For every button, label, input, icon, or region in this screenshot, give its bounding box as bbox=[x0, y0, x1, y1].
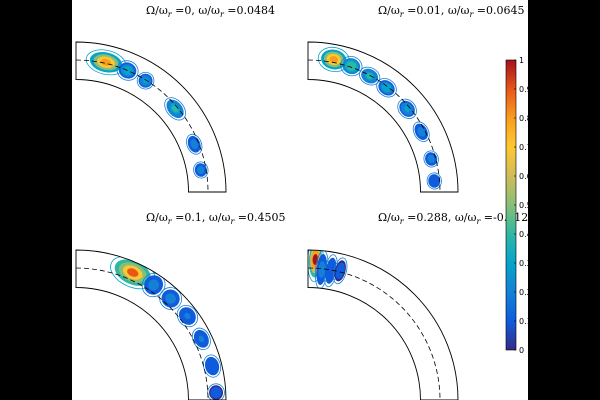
heat-patch bbox=[127, 268, 139, 277]
domain-outline bbox=[75, 41, 227, 193]
heat-patches bbox=[85, 49, 209, 179]
colorbar-tick-label: 0.1 bbox=[519, 317, 528, 326]
heat-patch bbox=[150, 281, 158, 289]
panel-title: Ω/ωr =0.01, ω/ωr =0.0645 bbox=[378, 4, 525, 19]
colorbar-tick-label: 0.4 bbox=[519, 230, 528, 239]
panel-title: Ω/ωr =0.288, ω/ωr =-0.0125 bbox=[378, 211, 528, 226]
figure-canvas: Ω/ωr =0, ω/ωr =0.0484 Ω/ωr =0.01, ω/ωr =0… bbox=[72, 0, 528, 400]
heat-patch bbox=[142, 77, 149, 84]
colorbar-tick-label: 0.6 bbox=[519, 172, 528, 181]
dashed-radius bbox=[75, 267, 209, 400]
panel-4: Ω/ωr =0.288, ω/ωr =-0.0125 bbox=[307, 211, 528, 400]
heat-patch bbox=[186, 133, 203, 155]
dashed-radius bbox=[75, 59, 209, 193]
heat-patch bbox=[184, 312, 191, 320]
colorbar-tick-label: 0.8 bbox=[519, 114, 528, 123]
heat-patch bbox=[404, 105, 411, 112]
heat-patch bbox=[319, 264, 325, 275]
heat-patch bbox=[213, 389, 219, 396]
heat-patch bbox=[136, 71, 155, 90]
heat-patch bbox=[209, 362, 215, 370]
panel-title: Ω/ωr =0.1, ω/ωr =0.4505 bbox=[146, 211, 286, 226]
heat-patch bbox=[423, 150, 439, 168]
heat-patch bbox=[333, 257, 348, 285]
heat-patch bbox=[397, 98, 417, 119]
colorbar: 0 0.1 0.2 0.3 0.4 0.5 0.6 0.7 0.8 0.9 1 bbox=[505, 56, 528, 355]
colorbar-tick-label: 0 bbox=[519, 346, 524, 355]
heat-patch bbox=[191, 141, 197, 148]
heat-patches bbox=[110, 255, 225, 400]
heat-patch bbox=[176, 304, 199, 328]
colorbar-tick-label: 0.9 bbox=[519, 85, 528, 94]
panel-1: Ω/ωr =0, ω/ωr =0.0484 bbox=[75, 4, 275, 193]
heat-patch bbox=[116, 60, 139, 81]
heat-patch bbox=[328, 266, 334, 275]
heat-patch bbox=[383, 84, 390, 91]
colorbar-tick-label: 0.2 bbox=[519, 288, 528, 297]
colorbar-tick-label: 0.7 bbox=[519, 143, 528, 152]
heat-patch bbox=[426, 172, 442, 190]
heat-patch bbox=[412, 121, 430, 143]
panel-2: Ω/ωr =0.01, ω/ωr =0.0645 bbox=[307, 4, 525, 193]
heat-patch bbox=[191, 327, 211, 351]
panel-3: Ω/ωr =0.1, ω/ωr =0.4505 bbox=[75, 211, 286, 400]
heat-patch bbox=[431, 178, 437, 184]
heat-patch bbox=[203, 354, 222, 378]
dashed-radius bbox=[307, 267, 441, 400]
heat-patch bbox=[198, 167, 204, 173]
heat-patch bbox=[418, 128, 424, 135]
heat-patch bbox=[193, 161, 209, 179]
dashed-radius bbox=[307, 59, 441, 193]
heat-patch bbox=[348, 63, 355, 70]
colorbar-tick-label: 0.3 bbox=[519, 259, 528, 268]
heat-patch bbox=[164, 97, 186, 121]
domain-outline bbox=[307, 41, 459, 193]
heat-patch bbox=[428, 156, 434, 162]
heat-patch bbox=[329, 56, 339, 63]
heat-patch bbox=[167, 295, 174, 302]
panels-group: Ω/ωr =0, ω/ωr =0.0484 Ω/ωr =0.01, ω/ωr =0… bbox=[75, 4, 528, 400]
heat-patches bbox=[308, 250, 348, 289]
panel-title: Ω/ωr =0, ω/ωr =0.0484 bbox=[146, 4, 275, 19]
colorbar-tick-label: 0.5 bbox=[519, 201, 528, 210]
figure-svg: Ω/ωr =0, ω/ωr =0.0484 Ω/ωr =0.01, ω/ωr =0… bbox=[75, 4, 528, 400]
heat-patch bbox=[366, 73, 373, 79]
heat-patches bbox=[317, 46, 442, 190]
heat-patch bbox=[376, 78, 397, 98]
heat-patch bbox=[198, 335, 205, 343]
domain-outline bbox=[75, 249, 227, 400]
colorbar-tick-label: 1 bbox=[519, 56, 524, 65]
